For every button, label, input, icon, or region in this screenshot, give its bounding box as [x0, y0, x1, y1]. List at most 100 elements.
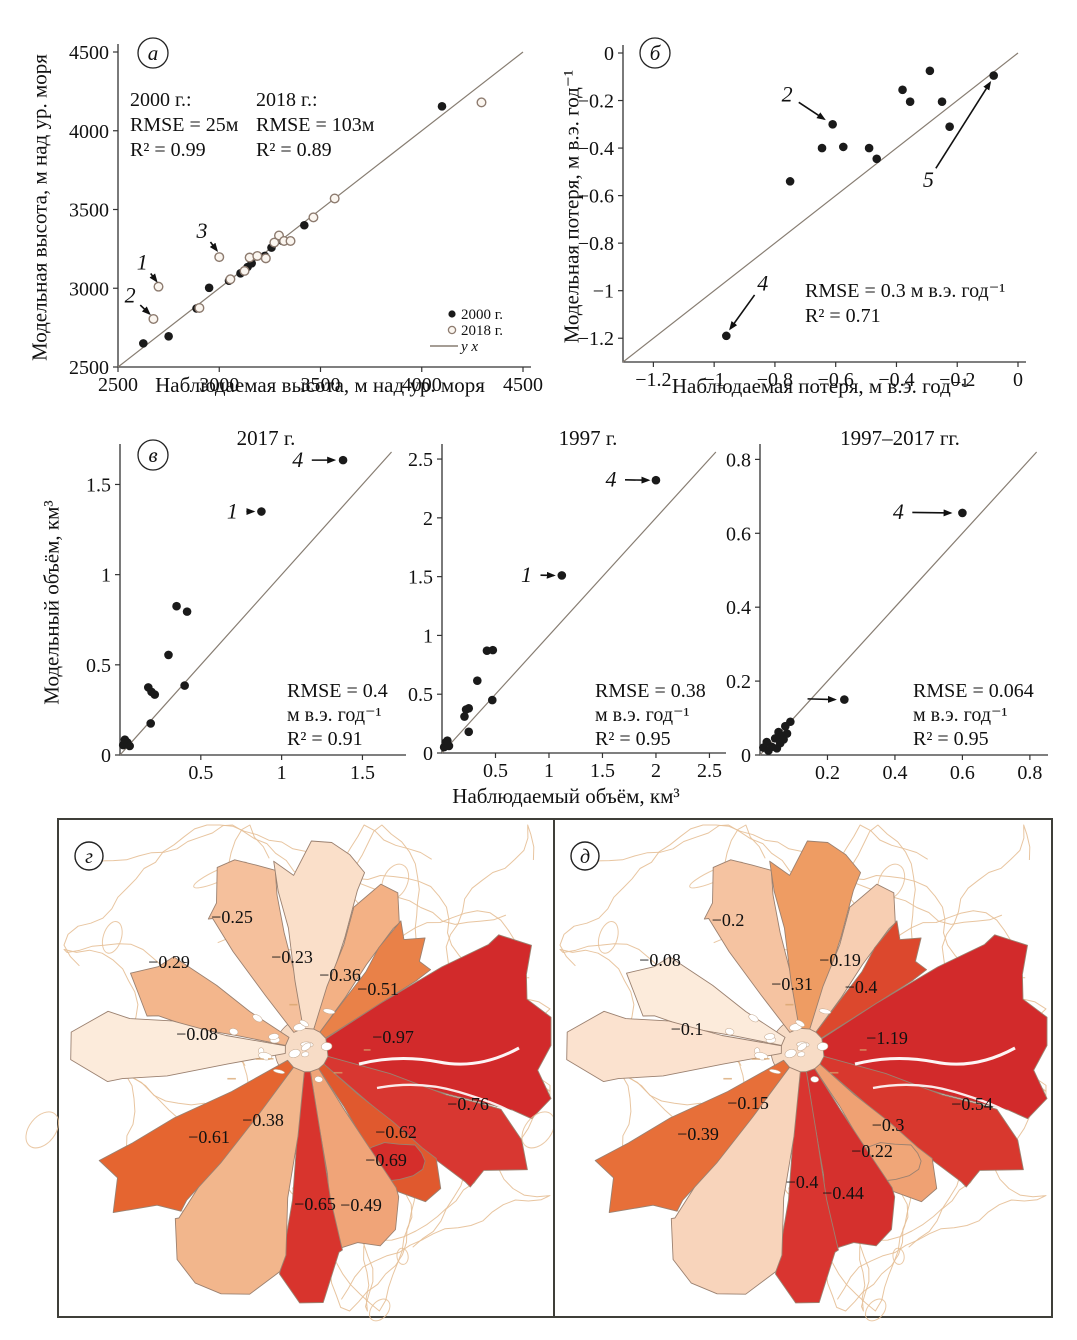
- glacier-value-label: −0.39: [677, 1124, 719, 1144]
- glacier-value-label: −0.69: [365, 1150, 407, 1170]
- data-point-filled: [770, 734, 780, 743]
- glacier-value-label: −0.3: [872, 1115, 905, 1135]
- data-point-filled: [180, 681, 189, 690]
- glacier-value-label: −0.62: [375, 1122, 417, 1142]
- annotation-label: 3: [196, 218, 208, 243]
- glacier-n1: [207, 859, 304, 1033]
- annotation-label: 1: [227, 499, 238, 524]
- x-tick-label: 1.5: [350, 762, 375, 784]
- glacier-value-label: −0.29: [148, 952, 190, 972]
- x-tick-label: 1: [544, 760, 554, 782]
- flow-streak: [358, 1046, 520, 1066]
- moraine-mark: [333, 1071, 343, 1074]
- panel-letter: г: [85, 846, 93, 868]
- annotation-label: 4: [893, 499, 904, 524]
- panel-a-y-axis-label: Модельная высота, м над ур. моря: [27, 54, 52, 361]
- panel-letter: д: [580, 846, 590, 868]
- y-tick-label: 3500: [69, 200, 109, 222]
- data-point-filled: [838, 142, 848, 152]
- annotation-label: 4: [606, 467, 617, 492]
- crevasse-mark: [725, 1028, 735, 1036]
- data-point-filled: [872, 154, 882, 164]
- crevasse-mark: [252, 1014, 263, 1023]
- contour-loop: [369, 1298, 391, 1322]
- panel-v-y-axis-label: Модельный объём, км³: [39, 500, 64, 705]
- crevasse-mark: [268, 1033, 280, 1040]
- contour-loop: [396, 1247, 409, 1265]
- map-panel-g: −0.29 −0.25 −0.23 −0.36−0.51 −0.08 −0.97 −0.76…: [25, 824, 552, 1322]
- identity-line: [622, 52, 1019, 363]
- x-tick-label: 0.4: [882, 762, 907, 784]
- annotation-arrow: [807, 695, 837, 703]
- y-tick-label: 0: [423, 743, 433, 765]
- data-point-filled: [864, 143, 874, 153]
- contour-line: [63, 824, 507, 967]
- data-point-filled: [989, 71, 998, 80]
- x-tick-label: −0.2: [939, 369, 975, 391]
- glacier-value-label: −0.38: [242, 1110, 284, 1130]
- crevasse-mark: [810, 1076, 819, 1083]
- glacier-value-label: −0.19: [819, 950, 861, 970]
- data-point-open: [476, 97, 487, 108]
- x-tick-label: 2.5: [697, 760, 722, 782]
- crevasse-mark: [818, 1008, 832, 1015]
- y-tick-label: 0.2: [726, 671, 751, 693]
- subplot-title: 2017 г.: [237, 426, 296, 450]
- glacier-value-label: −0.97: [372, 1027, 414, 1047]
- crevasse-mark: [322, 1008, 336, 1015]
- stats-text: R² = 0.99: [130, 139, 206, 161]
- glacier-value-label: −0.15: [727, 1093, 769, 1113]
- glacier-value-label: −0.2: [712, 910, 745, 930]
- x-tick-label: 0.5: [188, 762, 213, 784]
- glacier-value-label: −0.54: [951, 1094, 993, 1114]
- stats-text: R² = 0.89: [256, 139, 332, 161]
- data-point-filled: [828, 120, 837, 129]
- data-point-filled: [722, 331, 731, 341]
- glacier-n3: [313, 883, 400, 1033]
- glacier-value-label: −0.51: [357, 979, 399, 999]
- data-point-filled: [125, 741, 134, 751]
- data-point-filled: [437, 102, 447, 111]
- data-point-filled: [945, 122, 954, 131]
- y-tick-label: 2: [423, 508, 433, 530]
- panel-b-chart: −1.2 −1 −0.8 −0.6 −0.4 −0.2 0 0 −0.2 −0.4 −0.6 −0.8…: [578, 37, 1026, 391]
- annotation-label: 1: [137, 249, 148, 274]
- data-point-open: [260, 253, 271, 264]
- y-tick-label: 0.6: [726, 523, 751, 545]
- data-point-filled: [905, 97, 915, 107]
- stats-text: R² = 0.71: [805, 305, 881, 327]
- y-tick-label: 1.5: [86, 474, 111, 496]
- x-tick-label: 2500: [98, 374, 138, 396]
- data-point-filled: [925, 66, 935, 76]
- data-point-filled: [487, 695, 497, 705]
- data-point-open: [285, 235, 296, 246]
- x-tick-label: 3000: [199, 374, 239, 396]
- annotation-arrow: [935, 81, 992, 169]
- data-point-filled: [182, 607, 192, 616]
- annotation-label: 5: [923, 167, 934, 192]
- panel-letter-circle: [137, 37, 169, 69]
- crevasse-mark: [299, 1019, 309, 1027]
- data-point-filled: [257, 507, 266, 516]
- data-point-open: [194, 302, 205, 313]
- x-tick-label: 0.5: [483, 760, 508, 782]
- x-tick-label: 3500: [301, 374, 341, 396]
- x-tick-label: 0.6: [950, 762, 975, 784]
- crevasse-mark: [314, 1076, 323, 1083]
- moraine-mark: [764, 1057, 770, 1060]
- glacier-n3: [809, 883, 896, 1033]
- annotation-label: 4: [292, 447, 303, 472]
- moraine-mark: [289, 1003, 298, 1006]
- stats-text: RMSE = 103м: [256, 114, 375, 136]
- flow-streak: [872, 1083, 1008, 1114]
- moraine-mark: [785, 1003, 794, 1006]
- panel-letter: в: [148, 443, 157, 467]
- contour-loop: [597, 921, 619, 954]
- data-point-open: [269, 237, 280, 248]
- legend-label: 2018 г.: [461, 323, 503, 339]
- legend-label: 2000 г.: [461, 307, 503, 323]
- data-point-filled: [300, 220, 309, 230]
- glacier-value-label: −0.4: [845, 977, 878, 997]
- data-point-open: [153, 281, 164, 292]
